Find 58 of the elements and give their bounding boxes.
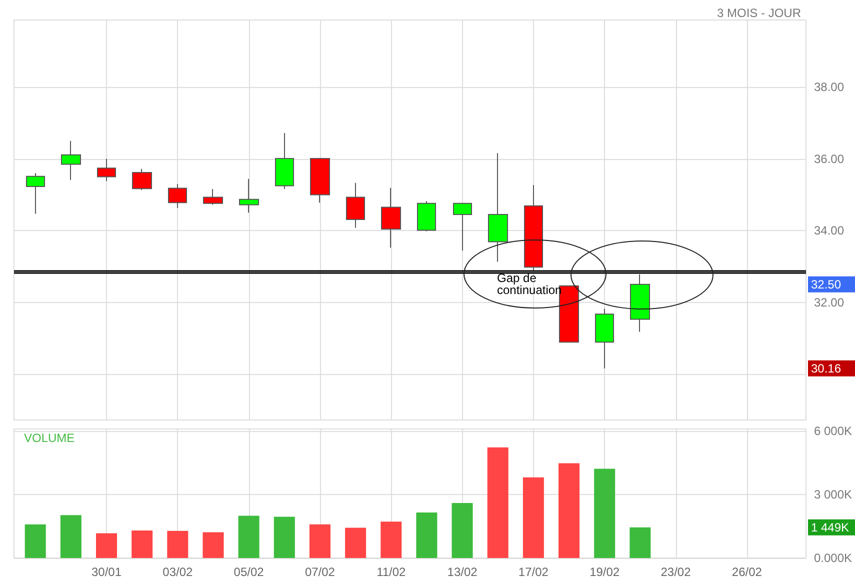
- candlestick: [559, 285, 579, 343]
- candlestick: [97, 158, 116, 182]
- x-tick-label: 17/02: [518, 565, 549, 579]
- bar: [238, 516, 260, 558]
- candlestick: [239, 178, 259, 214]
- candlestick: [346, 182, 365, 228]
- bar: [630, 527, 651, 558]
- bar: [416, 512, 438, 558]
- candlestick: [488, 152, 508, 262]
- x-tick-label: 19/02: [590, 565, 620, 579]
- bar: [274, 516, 295, 558]
- text: 1 449K: [811, 520, 850, 534]
- y-tick-label: 38.00: [814, 80, 844, 94]
- bar: [167, 530, 188, 558]
- candlestick: [381, 187, 401, 248]
- bar: [309, 524, 330, 558]
- x-tick-label: 05/02: [234, 565, 264, 579]
- text: 32.50: [811, 277, 842, 292]
- y-tick-label: 6 000K: [814, 424, 852, 438]
- bar: [380, 522, 402, 558]
- candlestick: [310, 158, 330, 204]
- bar: [558, 463, 580, 558]
- y-tick-label: 34.00: [814, 224, 844, 238]
- candlestick: [630, 274, 650, 332]
- bar: [202, 532, 224, 558]
- bar: [345, 528, 366, 558]
- candlestick: [595, 308, 614, 369]
- bar: [60, 515, 82, 558]
- bar: [452, 503, 473, 558]
- bar: [132, 530, 153, 558]
- x-tick-label: 07/02: [304, 565, 336, 579]
- x-tick-label: 23/02: [660, 565, 692, 579]
- y-tick-label: 0.000K: [814, 551, 852, 565]
- candlestick: [132, 168, 152, 191]
- bar: [24, 524, 46, 558]
- candlestick: [417, 200, 436, 232]
- chart-title: VOLUME: [24, 431, 75, 445]
- text: 30.16: [811, 361, 842, 376]
- x-tick-label: 13/02: [447, 565, 478, 579]
- x-tick-label: 11/02: [376, 565, 406, 579]
- candlestick: [203, 188, 223, 206]
- candlestick: [453, 202, 472, 252]
- bar: [594, 468, 616, 558]
- bar: [487, 447, 508, 558]
- x-tick-label: 26/02: [732, 565, 762, 579]
- y-tick-label: 32.00: [814, 295, 844, 310]
- x-tick-label: 03/02: [162, 565, 193, 579]
- chart-subtitle: 3 MOIS - JOUR: [716, 6, 802, 20]
- candlestick: [275, 132, 294, 190]
- candlestick: [168, 183, 187, 208]
- candlestick: [61, 140, 81, 180]
- y-tick-label: 36.00: [814, 152, 844, 166]
- bar: [522, 477, 544, 558]
- x-tick-label: 30/01: [91, 565, 122, 579]
- candlestick: [26, 172, 45, 214]
- candlestick: [524, 184, 543, 271]
- bar: [96, 533, 118, 558]
- y-tick-label: 3 000K: [814, 488, 852, 502]
